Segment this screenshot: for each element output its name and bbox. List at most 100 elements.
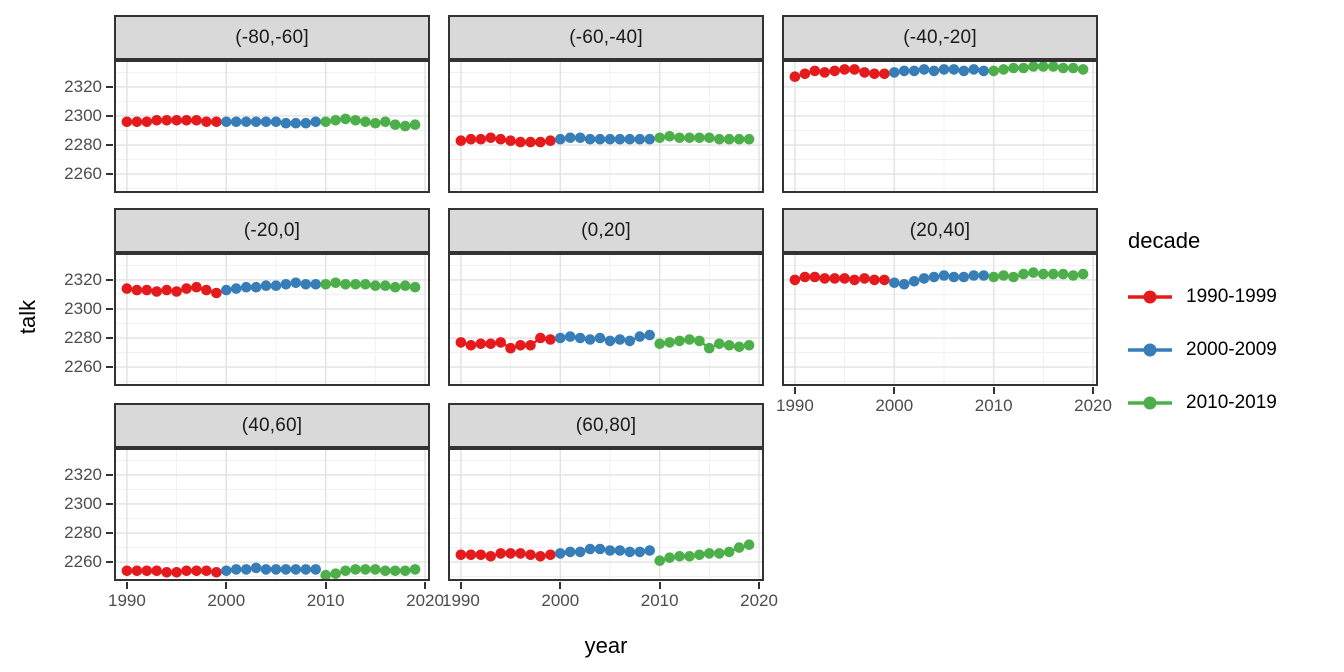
data-point (849, 64, 860, 75)
data-point (948, 64, 960, 75)
data-point (555, 548, 566, 559)
y-axis-tick (106, 85, 113, 88)
data-point (495, 337, 506, 348)
data-point (409, 564, 421, 575)
data-point (495, 133, 506, 145)
data-point (330, 277, 341, 289)
data-point (389, 119, 401, 130)
data-point (664, 337, 675, 348)
data-point (674, 551, 685, 562)
data-point (938, 270, 950, 281)
data-point (1028, 61, 1039, 72)
x-tick-label: 2020 (740, 591, 778, 610)
x-axis-tick (125, 582, 128, 589)
data-point (898, 279, 910, 290)
data-point (584, 334, 596, 345)
data-point (624, 335, 636, 347)
data-point (1028, 267, 1039, 278)
y-axis-tick (106, 473, 113, 476)
data-point (505, 342, 516, 354)
x-tick-label: 2010 (974, 396, 1013, 415)
data-point (221, 284, 232, 296)
data-point (350, 564, 361, 575)
data-point (849, 274, 860, 286)
data-point (121, 283, 133, 294)
x-axis-tick (992, 387, 995, 394)
y-tick-label: 2320 (64, 464, 102, 484)
data-point (300, 564, 312, 575)
data-point (829, 273, 840, 284)
data-point (614, 133, 626, 145)
data-point (988, 65, 999, 77)
y-tick-label: 2300 (64, 105, 102, 125)
data-point (819, 67, 830, 78)
x-tick-label: 2020 (1074, 396, 1112, 415)
data-point (889, 67, 900, 78)
data-point (280, 279, 292, 290)
data-point (1048, 61, 1059, 72)
facet-panel (114, 253, 430, 386)
y-tick-label: 2300 (64, 298, 102, 318)
facet-panel (782, 253, 1098, 386)
data-point (409, 119, 421, 130)
panel-border (448, 253, 764, 386)
y-tick-label: 2280 (64, 328, 102, 348)
data-point (515, 548, 526, 559)
x-axis-title: year (584, 633, 628, 658)
data-point (574, 332, 586, 344)
x-axis-tick (658, 582, 661, 589)
data-point (714, 338, 725, 350)
data-point (644, 545, 655, 556)
x-tick-label: 2000 (541, 591, 580, 610)
data-point (723, 546, 735, 558)
legend-entry-label: 2000-2009 (1186, 339, 1277, 360)
data-point (465, 340, 477, 351)
data-point (723, 340, 735, 351)
y-axis-tick (106, 337, 113, 340)
data-point (555, 332, 566, 344)
data-point (320, 116, 331, 128)
data-point (684, 551, 695, 562)
data-point (1057, 268, 1069, 280)
data-point (485, 551, 496, 562)
data-point (270, 564, 282, 575)
data-point (535, 136, 546, 148)
data-point (389, 281, 401, 293)
data-point (495, 548, 506, 559)
data-point (604, 545, 616, 556)
data-point (250, 281, 262, 293)
y-axis-tick (106, 307, 113, 310)
panel-border (114, 448, 430, 581)
y-tick-label: 2260 (64, 552, 102, 572)
data-point (1018, 62, 1029, 74)
y-axis-tick (106, 173, 113, 176)
data-point (1057, 62, 1069, 74)
data-point (1018, 268, 1029, 280)
facet-strip: (60,80] (448, 403, 764, 448)
legend-entry: 2000-2009 (1128, 337, 1340, 363)
y-tick-label: 2260 (64, 357, 102, 377)
data-point (350, 279, 361, 290)
data-point (908, 65, 920, 77)
facet-strip: (-80,-60] (114, 15, 430, 60)
data-point (733, 341, 745, 353)
data-point (260, 116, 272, 128)
data-point (240, 564, 252, 575)
data-point (191, 281, 202, 293)
data-point (889, 277, 900, 289)
data-point (340, 565, 351, 577)
data-point (340, 279, 351, 290)
data-point (928, 65, 940, 77)
data-point (859, 273, 870, 284)
data-point (545, 135, 556, 146)
data-point (290, 564, 302, 575)
data-point (1077, 268, 1089, 280)
y-tick-label: 2280 (64, 523, 102, 543)
data-point (998, 64, 1009, 75)
legend-key-line-dot-icon (1128, 396, 1172, 410)
data-point (161, 115, 172, 126)
data-point (330, 568, 341, 579)
data-point (1008, 271, 1019, 283)
data-point (475, 133, 487, 145)
data-point (399, 565, 411, 577)
